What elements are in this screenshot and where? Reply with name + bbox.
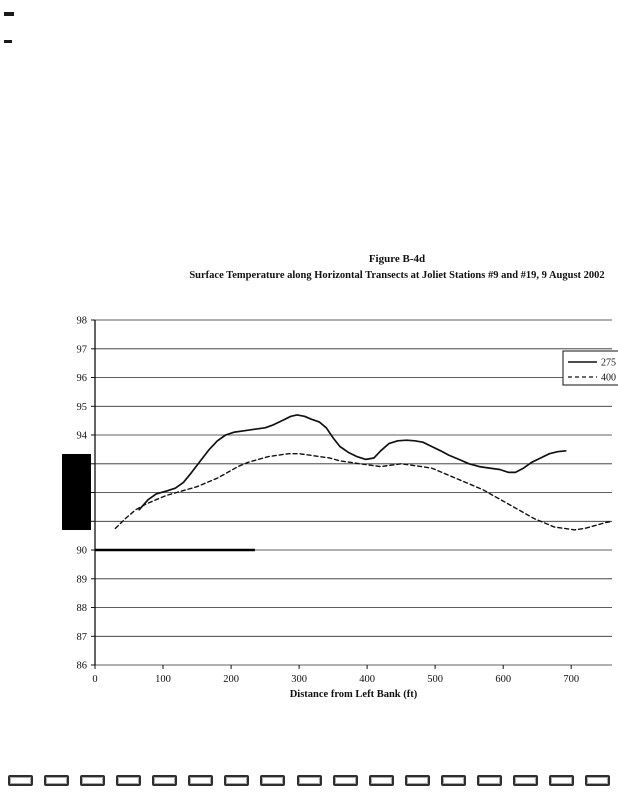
figure-title-block: Figure B-4d Surface Temperature along Ho… bbox=[176, 252, 618, 283]
svg-text:400: 400 bbox=[359, 674, 375, 685]
svg-text:96: 96 bbox=[77, 373, 88, 384]
figure-label: Figure B-4d bbox=[368, 253, 426, 265]
scan-mark-icon bbox=[512, 775, 538, 786]
scan-mark-icon bbox=[152, 775, 178, 786]
scan-mark-icon bbox=[224, 775, 250, 786]
scan-mark-icon bbox=[8, 775, 33, 786]
svg-text:87: 87 bbox=[77, 632, 88, 643]
legend-label-400: 400 bbox=[601, 373, 616, 384]
scan-mark-icon bbox=[296, 775, 322, 786]
scan-mark-icon bbox=[440, 775, 466, 786]
scan-speck-icon bbox=[4, 40, 12, 43]
scan-mark-icon bbox=[332, 775, 358, 786]
svg-text:100: 100 bbox=[155, 674, 171, 685]
svg-text:300: 300 bbox=[291, 674, 307, 685]
svg-text:94: 94 bbox=[77, 431, 88, 442]
scan-mark-icon bbox=[260, 775, 286, 786]
svg-text:500: 500 bbox=[427, 674, 443, 685]
svg-text:700: 700 bbox=[563, 674, 579, 685]
x-tick-labels: 0 100 200 300 400 500 600 700 bbox=[92, 665, 579, 685]
scan-mark-icon bbox=[476, 775, 502, 786]
svg-text:95: 95 bbox=[77, 402, 88, 413]
scan-mark-icon bbox=[548, 775, 574, 786]
svg-text:600: 600 bbox=[495, 674, 511, 685]
svg-text:200: 200 bbox=[223, 674, 239, 685]
svg-text:89: 89 bbox=[77, 574, 88, 585]
legend-box bbox=[562, 350, 618, 386]
series-line-275 bbox=[138, 414, 567, 511]
svg-text:90: 90 bbox=[77, 546, 88, 557]
svg-text:88: 88 bbox=[77, 603, 88, 614]
scan-mark-icon bbox=[44, 775, 70, 786]
scan-mark-icon bbox=[80, 775, 106, 786]
x-axis-title: Distance from Left Bank (ft) bbox=[289, 689, 418, 700]
svg-text:98: 98 bbox=[77, 316, 88, 327]
scan-mark-icon bbox=[585, 775, 610, 786]
y-gridlines bbox=[95, 319, 612, 666]
scan-ink-blob bbox=[62, 454, 91, 530]
scan-speck-icon bbox=[4, 12, 14, 16]
svg-text:0: 0 bbox=[92, 674, 97, 685]
scan-mark-icon bbox=[188, 775, 214, 786]
scan-mark-icon bbox=[368, 775, 394, 786]
svg-text:86: 86 bbox=[77, 661, 88, 672]
legend-label-275: 275 bbox=[601, 358, 616, 369]
scan-mark-icon bbox=[404, 775, 430, 786]
figure-title: Surface Temperature along Horizontal Tra… bbox=[189, 269, 605, 281]
bottom-scan-marks bbox=[0, 775, 618, 786]
scan-mark-icon bbox=[116, 775, 142, 786]
series-line-400 bbox=[114, 453, 613, 531]
svg-text:97: 97 bbox=[77, 344, 88, 355]
